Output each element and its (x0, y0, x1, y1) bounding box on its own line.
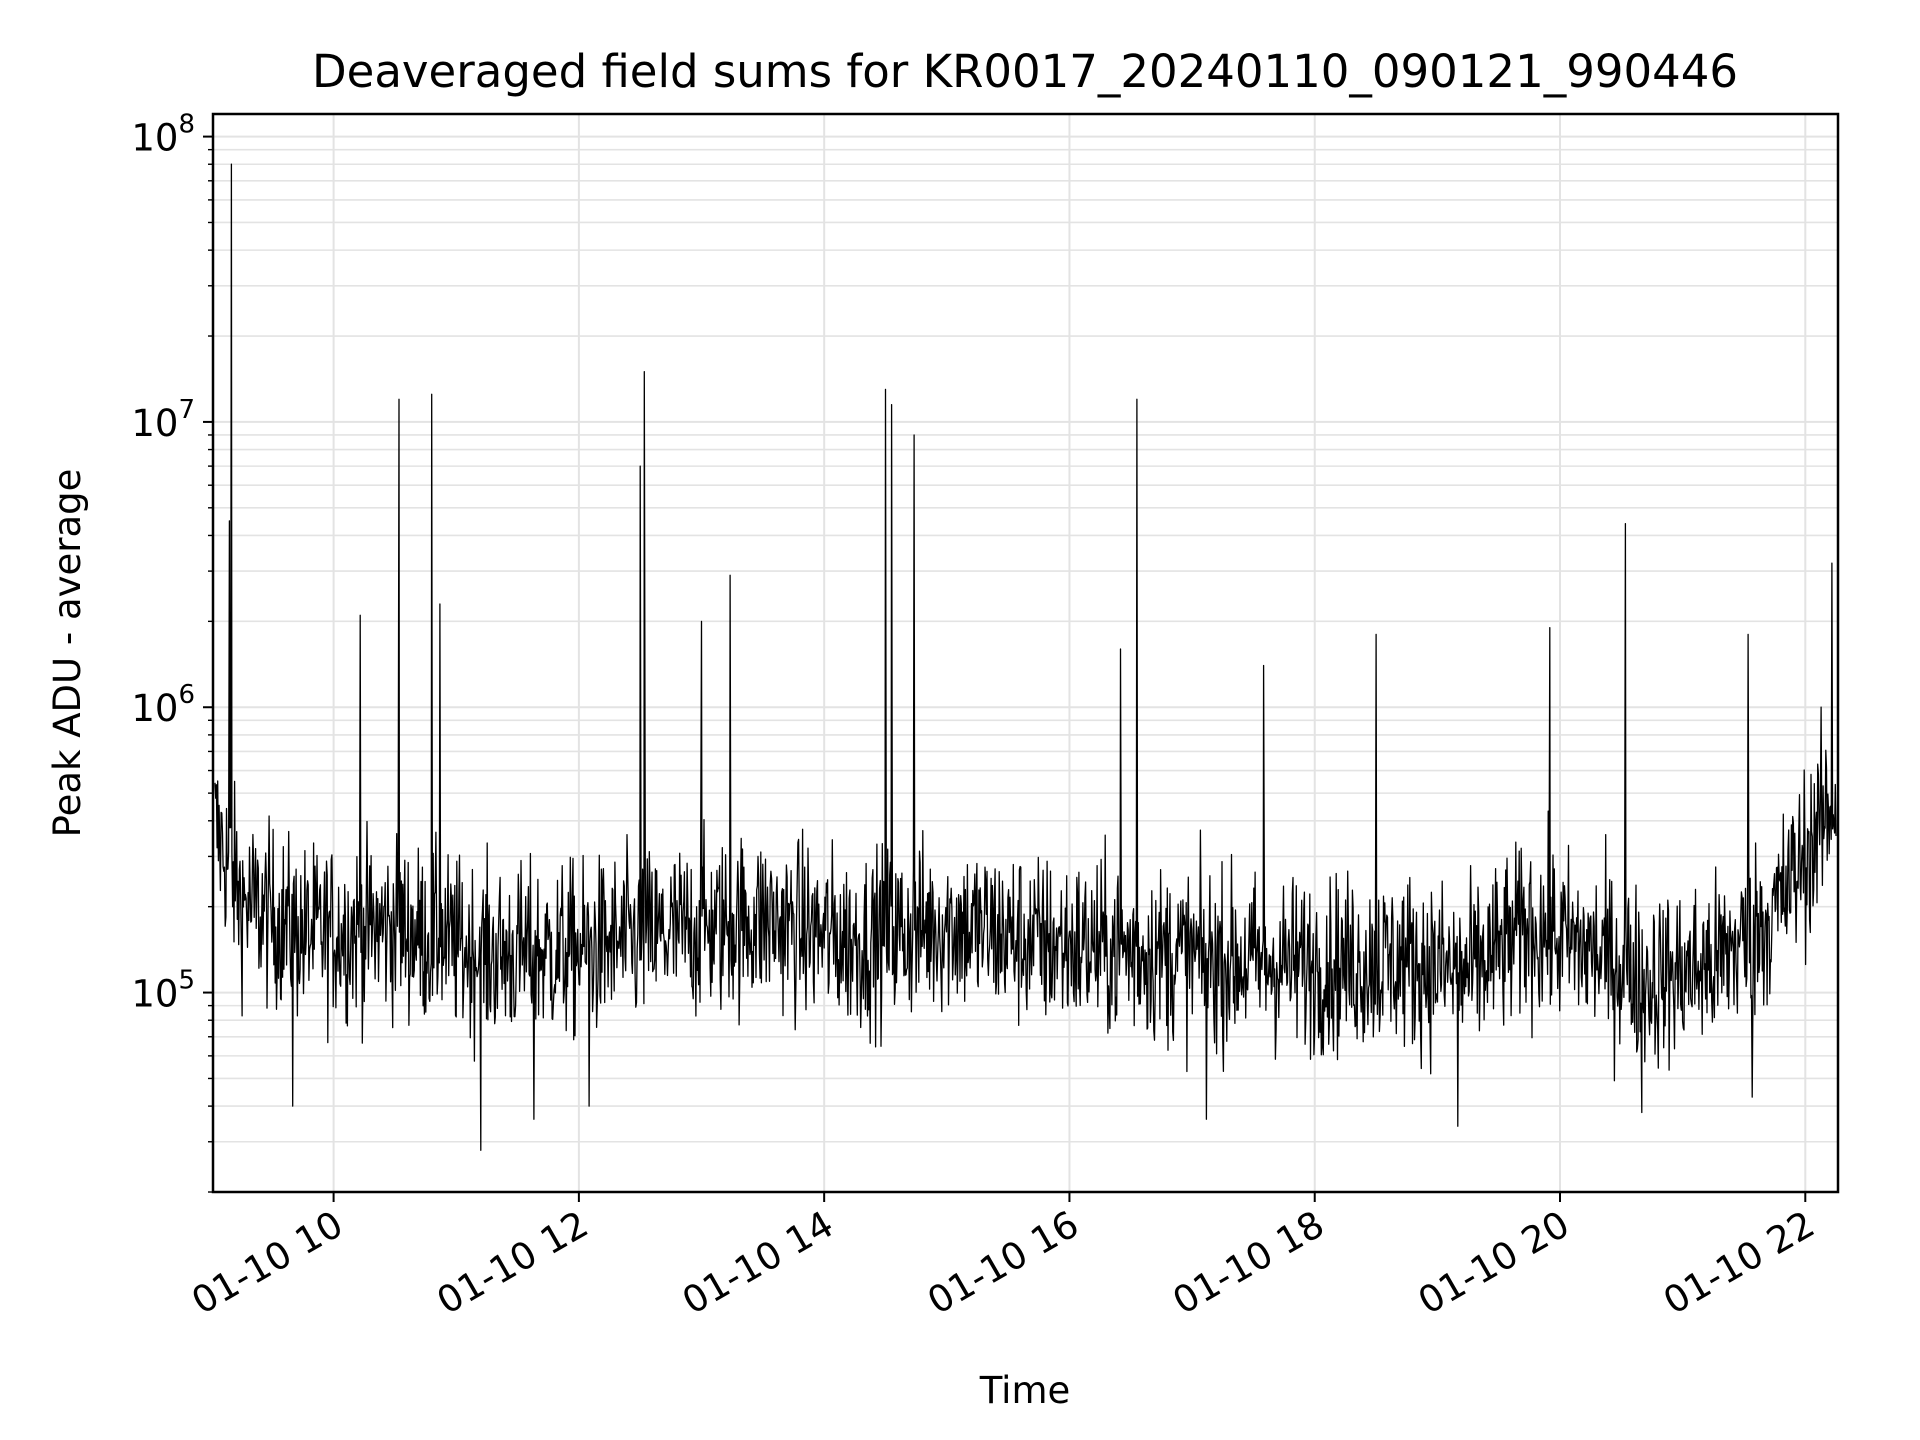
x-tick-label: 01-10 12 (430, 1203, 596, 1323)
series-layer (214, 163, 1837, 1151)
grid (213, 114, 1838, 1193)
chart-title: Deaveraged field sums for KR0017_2024011… (312, 45, 1738, 98)
x-axis-label: Time (979, 1369, 1071, 1412)
x-tick-label: 01-10 22 (1656, 1203, 1822, 1323)
x-tick-label: 01-10 20 (1411, 1203, 1577, 1323)
x-tick-label: 01-10 14 (675, 1203, 841, 1323)
x-tick-label: 01-10 16 (920, 1203, 1086, 1323)
y-tick-label: 107 (131, 395, 195, 445)
y-axis: 105 106 107 108 (131, 110, 213, 1193)
y-tick-label: 105 (131, 966, 195, 1016)
x-axis: 01-10 10 01-10 12 01-10 14 01-10 16 01-10 18… (185, 1192, 1822, 1323)
plot-frame (211, 112, 1840, 1194)
y-tick-label: 108 (131, 110, 195, 160)
y-axis-label: Peak ADU - average (46, 469, 89, 838)
series-line (214, 163, 1837, 1151)
y-tick-label: 106 (131, 680, 195, 730)
x-tick-label: 01-10 10 (185, 1203, 351, 1323)
x-tick-label: 01-10 18 (1166, 1203, 1332, 1323)
